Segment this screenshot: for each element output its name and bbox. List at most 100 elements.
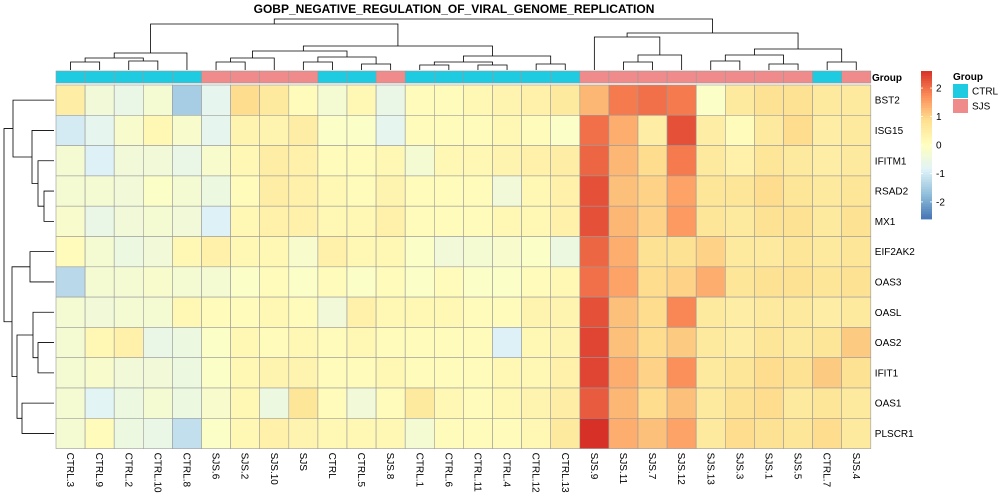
heatmap-cell — [375, 357, 406, 389]
heatmap-cell — [201, 357, 231, 389]
heatmap-cell — [375, 175, 406, 207]
colorbar-swatch — [921, 140, 932, 143]
heatmap-cell — [375, 145, 406, 177]
heatmap-cell — [463, 84, 493, 116]
heatmap-cell — [346, 145, 377, 177]
heatmap-cell — [317, 296, 348, 328]
heatmap-cell — [55, 115, 86, 146]
heatmap-cell — [841, 296, 872, 328]
heatmap-cell — [201, 266, 231, 298]
heatmap-cell — [201, 417, 231, 449]
heatmap-cell — [143, 266, 173, 298]
heatmap-cell — [521, 327, 551, 358]
chart-title: GOBP_NEGATIVE_REGULATION_OF_VIRAL_GENOME… — [254, 2, 655, 16]
colorbar-swatch — [921, 149, 932, 153]
heatmap-cell — [812, 236, 842, 268]
heatmap-cell — [172, 115, 202, 146]
heatmap-cell — [55, 205, 86, 237]
heatmap-cell — [201, 84, 231, 116]
colorbar-swatch — [921, 164, 932, 168]
heatmap-cell — [317, 266, 348, 298]
colorbar-swatch — [921, 179, 932, 183]
heatmap-cell — [84, 296, 115, 328]
heatmap-cell — [550, 175, 581, 207]
heatmap-cell — [550, 417, 581, 449]
heatmap-cell — [463, 115, 493, 146]
colorbar-swatch — [921, 186, 932, 190]
heatmap-cell — [579, 145, 610, 177]
heatmap-cell — [812, 387, 842, 419]
heatmap-cell — [346, 296, 377, 328]
colorbar: 2 1 0 -1 -2 — [921, 71, 945, 220]
group-annotation-cell — [172, 70, 202, 84]
heatmap-cell — [346, 357, 377, 389]
heatmap-cell — [637, 296, 668, 328]
column-label: SJS — [297, 453, 308, 472]
heatmap-cell — [143, 84, 173, 116]
heatmap-cell — [404, 266, 435, 298]
group-annotation-cell — [288, 70, 319, 84]
colorbar-swatch — [921, 80, 932, 84]
heatmap-cell — [259, 84, 290, 116]
heatmap-cell — [317, 145, 348, 177]
heatmap-cell — [375, 205, 406, 237]
heatmap-cell — [172, 236, 202, 268]
colorbar-swatch — [921, 184, 932, 188]
group-annotation-cell — [404, 70, 435, 84]
colorbar-swatch — [921, 162, 932, 166]
heatmap-cell — [317, 115, 348, 146]
heatmap-cell — [637, 115, 668, 146]
row-label: OAS1 — [875, 399, 902, 410]
heatmap-cell — [637, 236, 668, 268]
column-label: CTRL.6 — [442, 453, 453, 488]
heatmap-cell — [55, 387, 86, 419]
heatmap-cell — [608, 327, 639, 358]
heatmap-cell — [463, 357, 493, 389]
heatmap-cell — [579, 387, 610, 419]
heatmap-cell — [637, 327, 668, 358]
heatmap-cell — [143, 327, 173, 358]
heatmap-cell — [259, 387, 290, 419]
heatmap-cell — [783, 387, 813, 419]
heatmap-cell — [521, 115, 551, 146]
heatmap-cell — [259, 205, 290, 237]
row-label: MX1 — [875, 217, 896, 228]
heatmap-cell — [172, 266, 202, 298]
heatmap-cell — [230, 145, 261, 177]
row-dendrogram — [3, 99, 54, 434]
colorbar-swatch — [921, 196, 932, 200]
annotation-label: Group — [872, 73, 902, 84]
heatmap-cell — [841, 266, 872, 298]
heatmap-cell — [346, 387, 377, 419]
heatmap-cell — [143, 236, 173, 268]
heatmap-cell — [492, 327, 522, 358]
heatmap-cell — [201, 205, 231, 237]
heatmap-cell — [317, 417, 348, 449]
heatmap-cell — [608, 84, 639, 116]
column-label: CTRL.7 — [821, 453, 832, 488]
heatmap-cell — [463, 236, 493, 268]
heatmap-cell — [172, 327, 202, 358]
group-annotation-bar — [55, 70, 872, 84]
column-label: CTRL.1 — [413, 453, 424, 488]
heatmap-cell — [404, 327, 435, 358]
heatmap-cell — [288, 115, 319, 146]
heatmap-cell — [608, 387, 639, 419]
heatmap-cell — [666, 175, 697, 207]
colorbar-swatch — [921, 73, 932, 77]
heatmap-cell — [812, 205, 842, 237]
column-label: SJS.4 — [850, 453, 861, 480]
heatmap-cell — [492, 357, 522, 389]
heatmap-cell — [172, 417, 202, 449]
heatmap-cell — [579, 84, 610, 116]
heatmap-cell — [172, 205, 202, 237]
legend-swatch — [953, 99, 968, 113]
heatmap-cell — [113, 145, 144, 177]
heatmap-cell — [113, 357, 144, 389]
heatmap-cell — [550, 115, 581, 146]
group-annotation-cell — [113, 70, 144, 84]
heatmap-cell — [55, 357, 86, 389]
heatmap-cell — [754, 205, 784, 237]
heatmap-cell — [375, 115, 406, 146]
colorbar-swatch — [921, 85, 932, 89]
